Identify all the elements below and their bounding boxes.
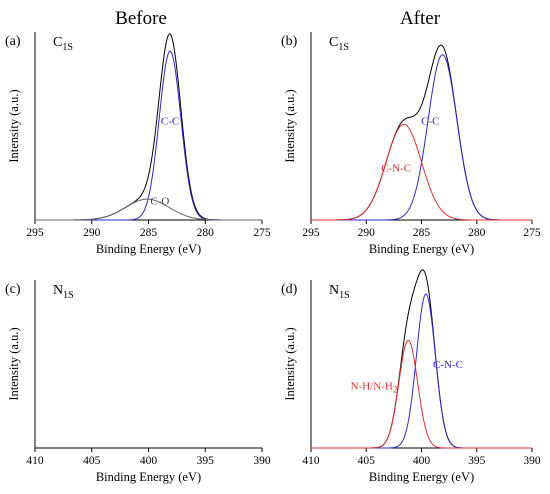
series-c-c (35, 50, 262, 221)
x-tick-label: 295 (26, 227, 44, 239)
x-tick-label: 275 (253, 227, 271, 239)
x-tick-label: 390 (523, 455, 541, 467)
x-tick-label: 285 (140, 227, 158, 239)
x-axis-title: Binding Energy (eV) (96, 470, 201, 484)
element-label: C1S (53, 35, 73, 53)
x-axis-title: Binding Energy (eV) (96, 242, 201, 256)
y-axis-title: Intensity (a.u.) (283, 89, 297, 162)
x-tick-label: 280 (468, 227, 486, 239)
x-tick-label: 405 (358, 455, 376, 467)
x-tick-label: 390 (253, 455, 271, 467)
series-n-h-n-h2 (311, 339, 532, 449)
x-tick-label: 290 (83, 227, 101, 239)
series-envelope (311, 44, 532, 221)
panel-label: (b) (281, 34, 298, 49)
x-tick-label: 410 (26, 455, 44, 467)
x-tick-label: 405 (83, 455, 101, 467)
x-tick-label: 275 (523, 227, 541, 239)
panel-c: 410 405 400 395 390 Binding Energy (eV) Intens… (5, 280, 271, 484)
panel-label: (c) (5, 282, 21, 297)
x-tick-label: 285 (413, 227, 431, 239)
x-tick-label: 395 (468, 455, 486, 467)
x-tick-label: 400 (140, 455, 158, 467)
column-title-after: After (400, 8, 441, 29)
column-title-before: Before (115, 8, 167, 29)
x-tick-label: 400 (413, 455, 431, 467)
panel-label: (d) (281, 282, 298, 297)
y-axis-title: Intensity (a.u.) (283, 327, 297, 400)
peak-label: N-H/N-H2 (351, 380, 398, 394)
x-tick-label: 295 (302, 227, 320, 239)
series-c-n-c (311, 123, 532, 221)
peak-label: C-O (150, 195, 169, 207)
series-c-c (311, 54, 532, 221)
y-axis-title: Intensity (a.u.) (7, 327, 21, 400)
peak-label: C-C (421, 115, 439, 127)
series-envelope (35, 33, 262, 221)
series-c-n-c (311, 293, 532, 449)
series-c-o (35, 198, 262, 221)
x-axis-title: Binding Energy (eV) (369, 470, 474, 484)
panel-b: 295 290 285 280 275 Binding Energy (eV) Intens… (281, 32, 541, 256)
panel-a: 295 290 285 280 275 Binding Energy (eV) Intens… (5, 32, 271, 256)
x-axis-title: Binding Energy (eV) (369, 242, 474, 256)
element-label: C1S (329, 35, 349, 53)
x-tick-label: 280 (197, 227, 215, 239)
y-axis-title: Intensity (a.u.) (7, 89, 21, 162)
x-tick-label: 395 (197, 455, 215, 467)
x-tick-label: 290 (358, 227, 376, 239)
x-tick-label: 410 (302, 455, 320, 467)
panel-d: 410 405 400 395 390 Binding Energy (eV) Intens… (281, 269, 541, 484)
peak-label: C-N-C (433, 359, 463, 371)
peak-label: C-N-C (381, 162, 411, 174)
element-label: N1S (329, 283, 350, 301)
element-label: N1S (53, 283, 74, 301)
peak-label: C-C (161, 115, 179, 127)
panel-label: (a) (5, 34, 21, 49)
